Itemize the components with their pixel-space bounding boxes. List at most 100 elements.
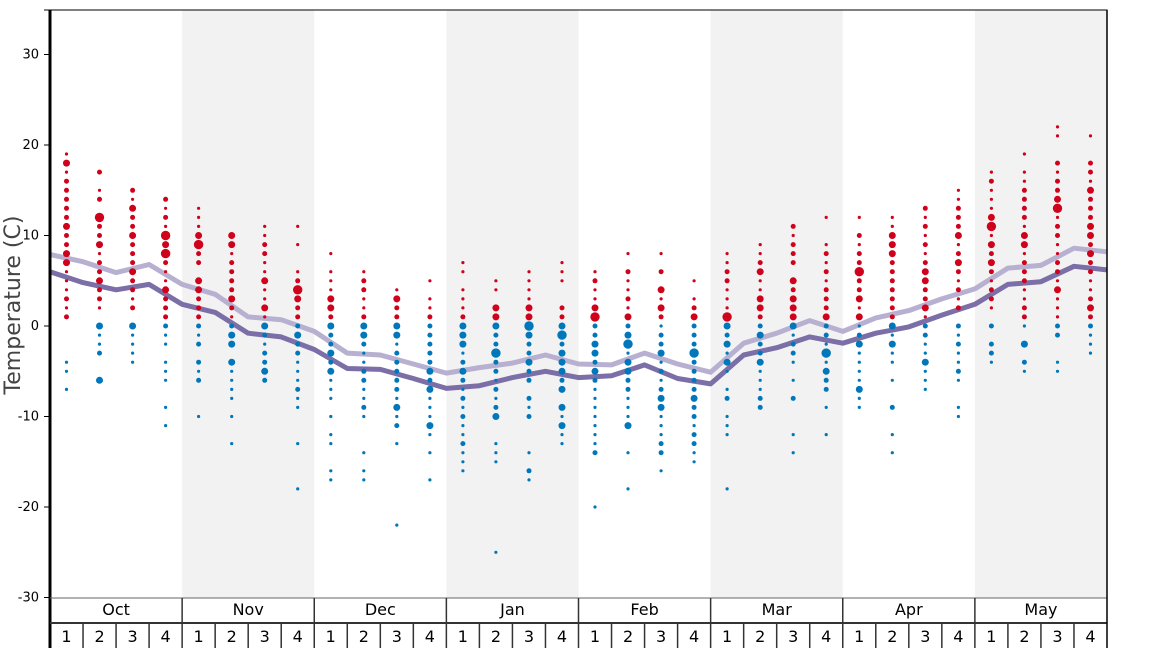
- y-tick-label: -30: [18, 591, 39, 606]
- warm-dot: [97, 252, 102, 256]
- cold-dot: [428, 433, 432, 437]
- cold-dot: [625, 386, 631, 392]
- warm-dot: [1021, 214, 1027, 220]
- cold-dot: [328, 341, 334, 347]
- cold-dot: [592, 377, 598, 383]
- warm-dot: [230, 252, 234, 256]
- warm-dot: [1088, 279, 1093, 283]
- cold-dot: [1055, 332, 1060, 338]
- cold-dot: [525, 358, 533, 366]
- cold-dot: [659, 469, 663, 473]
- warm-dot: [1087, 186, 1094, 194]
- warm-dot: [394, 314, 400, 320]
- y-tick-label: 10: [22, 229, 39, 244]
- cold-dot: [658, 368, 664, 374]
- cold-dot: [494, 460, 498, 464]
- cold-dot: [493, 368, 499, 374]
- week-label: 1: [590, 627, 600, 646]
- cold-dot: [428, 451, 432, 455]
- cold-dot: [855, 385, 863, 393]
- cold-dot: [362, 387, 366, 391]
- warm-dot: [625, 269, 631, 275]
- warm-dot: [923, 315, 927, 319]
- cold-dot: [362, 469, 366, 473]
- warm-dot: [64, 178, 69, 184]
- warm-dot: [1055, 252, 1060, 256]
- cold-dot: [296, 360, 300, 364]
- warm-dot: [527, 279, 531, 283]
- cold-dot: [360, 331, 368, 339]
- cold-dot: [691, 386, 697, 392]
- warm-dot: [956, 197, 961, 201]
- cold-dot: [295, 386, 301, 392]
- cold-dot: [558, 367, 566, 375]
- warm-dot: [97, 196, 102, 202]
- week-label: 2: [94, 627, 104, 646]
- warm-dot: [361, 314, 367, 320]
- cold-dot: [626, 351, 630, 355]
- cold-dot: [857, 405, 861, 409]
- warm-dot: [855, 313, 863, 321]
- cold-dot: [1088, 323, 1093, 329]
- warm-dot: [1055, 306, 1060, 310]
- week-label: 4: [293, 627, 303, 646]
- warm-dot: [989, 197, 994, 201]
- warm-dot: [921, 304, 929, 312]
- cold-dot: [296, 396, 300, 400]
- cold-dot: [623, 339, 633, 349]
- warm-dot: [97, 233, 102, 238]
- cold-dot: [296, 369, 300, 373]
- cold-dot: [131, 351, 135, 355]
- cold-dot: [723, 322, 731, 330]
- warm-dot: [492, 304, 500, 312]
- warm-dot: [657, 304, 665, 312]
- cold-dot: [691, 341, 697, 347]
- warm-dot: [263, 261, 267, 265]
- cold-dot: [461, 351, 465, 355]
- warm-dot: [164, 270, 168, 274]
- cold-dot: [460, 395, 466, 401]
- cold-dot: [956, 405, 961, 409]
- warm-dot: [989, 170, 994, 174]
- cold-dot: [524, 321, 534, 331]
- cold-dot: [362, 360, 366, 364]
- cold-dot: [659, 360, 663, 364]
- warm-dot: [756, 295, 764, 303]
- warm-dot: [229, 260, 235, 266]
- warm-dot: [955, 205, 961, 211]
- warm-dot: [988, 251, 994, 257]
- cold-dot: [658, 386, 664, 392]
- cold-dot: [1022, 324, 1026, 328]
- warm-dot: [262, 242, 268, 248]
- week-label: 1: [458, 627, 468, 646]
- warm-dot: [1055, 297, 1060, 301]
- warm-dot: [724, 278, 730, 284]
- cold-dot: [164, 378, 168, 382]
- cold-dot: [692, 424, 696, 428]
- warm-dot: [955, 223, 961, 229]
- warm-dot: [361, 278, 367, 284]
- warm-dot: [1020, 241, 1028, 249]
- cold-dot: [196, 359, 202, 365]
- cold-dot: [393, 403, 401, 411]
- warm-dot: [362, 306, 366, 310]
- warm-dot: [1087, 222, 1094, 230]
- cold-dot: [362, 351, 366, 355]
- cold-dot: [593, 405, 597, 409]
- warm-dot: [394, 305, 400, 311]
- warm-dot: [559, 314, 565, 320]
- cold-dot: [329, 469, 333, 473]
- cold-dot: [725, 433, 729, 437]
- warm-dot: [1055, 187, 1060, 193]
- cold-dot: [691, 377, 697, 383]
- cold-dot: [526, 341, 532, 347]
- warm-dot: [922, 205, 928, 211]
- axes: 30 20 10 0 -10 -20 -30: [18, 9, 50, 606]
- warm-dot: [1087, 304, 1094, 312]
- cold-dot: [329, 433, 333, 437]
- cold-dot: [659, 324, 663, 328]
- cold-dot: [230, 387, 234, 391]
- warm-dot: [163, 214, 169, 220]
- month-shade-may: [974, 10, 1107, 598]
- warm-dot: [1054, 195, 1061, 203]
